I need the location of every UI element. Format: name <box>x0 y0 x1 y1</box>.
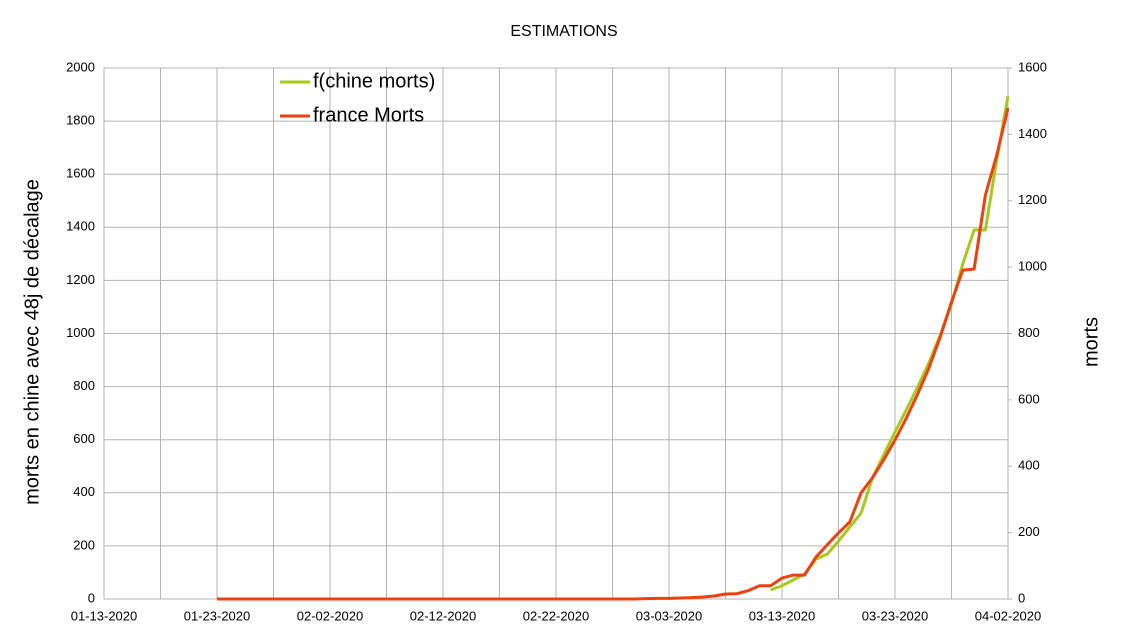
y2-tick-label: 1200 <box>1018 192 1047 207</box>
x-tick-label: 03-03-2020 <box>636 608 703 623</box>
y-tick-label: 1400 <box>66 219 95 234</box>
y-axis-label: morts en chine avec 48j de décalage <box>21 179 43 505</box>
y2-tick-label: 200 <box>1018 524 1040 539</box>
x-tick-label: 02-22-2020 <box>523 608 590 623</box>
x-tick-label: 03-23-2020 <box>862 608 929 623</box>
y2-tick-label: 400 <box>1018 458 1040 473</box>
x-tick-label: 04-02-2020 <box>975 608 1042 623</box>
series-line <box>770 95 1010 592</box>
x-tick-label: 01-23-2020 <box>184 608 251 623</box>
y2-tick-label: 1000 <box>1018 259 1047 274</box>
y2-tick-label: 600 <box>1018 391 1040 406</box>
x-tick-label: 02-12-2020 <box>410 608 477 623</box>
y2-tick-label: 800 <box>1018 325 1040 340</box>
legend-label: f(chine morts) <box>313 70 435 92</box>
y2-axis-label: morts <box>1080 317 1102 367</box>
y-tick-label: 0 <box>88 590 95 605</box>
chart-title: ESTIMATIONS <box>510 23 617 40</box>
x-tick-label: 01-13-2020 <box>71 608 138 623</box>
y-tick-label: 1200 <box>66 272 95 287</box>
series-line <box>217 107 1010 601</box>
x-tick-label: 02-02-2020 <box>297 608 364 623</box>
y-tick-label: 1600 <box>66 166 95 181</box>
y-tick-label: 400 <box>73 484 95 499</box>
y2-tick-label: 1400 <box>1018 126 1047 141</box>
y-tick-label: 800 <box>73 378 95 393</box>
y-tick-label: 2000 <box>66 59 95 74</box>
x-tick-label: 03-13-2020 <box>749 608 816 623</box>
y-tick-label: 200 <box>73 537 95 552</box>
y2-tick-label: 0 <box>1018 590 1025 605</box>
y-tick-label: 1000 <box>66 325 95 340</box>
y2-tick-label: 1600 <box>1018 59 1047 74</box>
y-tick-label: 1800 <box>66 113 95 128</box>
y-tick-label: 600 <box>73 431 95 446</box>
legend-label: france Morts <box>313 104 424 126</box>
